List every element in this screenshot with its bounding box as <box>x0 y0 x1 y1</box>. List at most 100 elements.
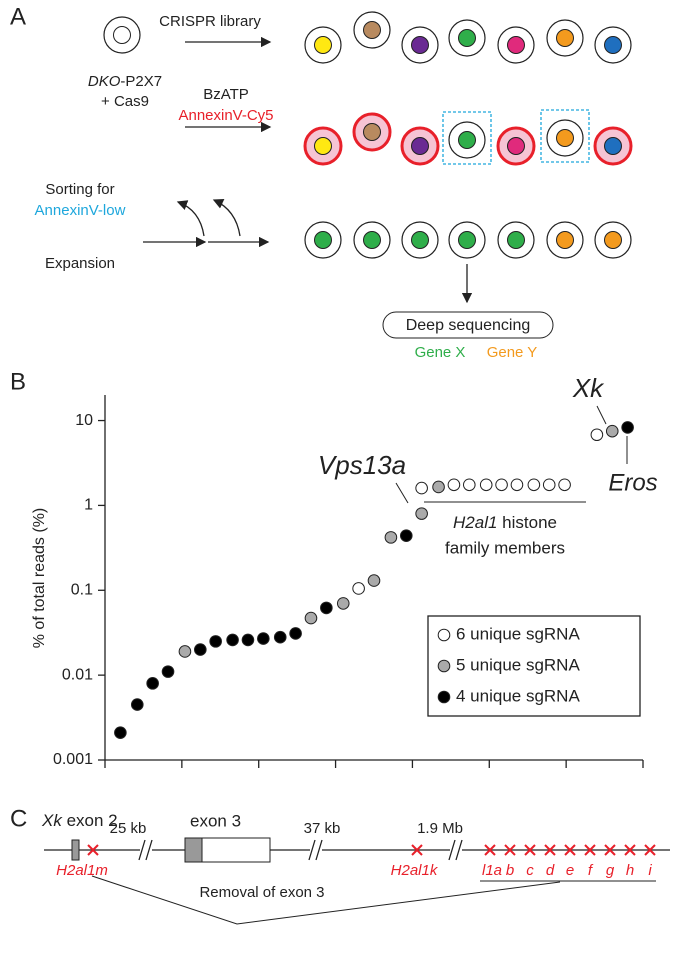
point <box>304 611 318 625</box>
cross <box>504 844 516 856</box>
point <box>495 478 508 492</box>
nucleus <box>113 26 131 44</box>
gene: Xk <box>41 811 63 830</box>
cross <box>564 844 576 856</box>
cross <box>524 844 536 856</box>
legend-label: 4 unique sgRNA <box>456 686 580 705</box>
nucleus <box>458 29 476 47</box>
y-tick-label: 0.001 <box>53 751 93 768</box>
exon2 <box>71 839 80 861</box>
nucleus <box>411 231 429 249</box>
panel-label: C <box>10 805 27 832</box>
group-rest: histone <box>497 513 557 532</box>
exon: exon 2 <box>62 811 118 830</box>
nucleus <box>314 36 332 54</box>
nucleus <box>363 231 381 249</box>
point <box>621 421 634 434</box>
locus-label: b <box>506 862 514 879</box>
cross <box>87 844 99 856</box>
point <box>209 635 222 648</box>
panel-label: A <box>10 3 26 30</box>
point <box>273 630 287 644</box>
exon3-label: exon 3 <box>190 811 241 830</box>
annotation: Eros <box>608 469 657 496</box>
cross <box>624 844 636 856</box>
point <box>289 627 302 640</box>
legend-label: 6 unique sgRNA <box>456 624 580 643</box>
y-axis-label: % of total reads (%) <box>31 508 48 649</box>
panel-label: B <box>10 368 26 395</box>
group-label: H2al1 histone <box>453 513 557 532</box>
stain-label: AnnexinV-Cy5 <box>178 107 273 124</box>
locus-label: l1a <box>482 862 502 879</box>
point <box>415 507 428 520</box>
nucleus <box>458 231 476 249</box>
annotation: Vps13a <box>318 450 406 480</box>
group-gene: H2al1 <box>453 513 497 532</box>
locus-label: e <box>566 862 574 879</box>
point <box>527 478 541 492</box>
point <box>399 529 413 542</box>
library-label: CRISPR library <box>159 13 261 30</box>
cluster: l1a b c d e f g h i <box>87 844 656 879</box>
legend-swatch <box>437 690 451 704</box>
annotation: Xk <box>572 373 605 403</box>
nucleus <box>556 29 574 47</box>
point <box>463 478 476 492</box>
legend-swatch <box>437 628 451 642</box>
nucleus <box>458 131 476 149</box>
curved-arrow <box>176 200 205 237</box>
gap-label: 25 kb <box>110 820 147 837</box>
nucleus <box>507 231 525 249</box>
cas9-label: + Cas9 <box>101 93 149 110</box>
sort-gate-label: AnnexinV-low <box>35 202 126 219</box>
point <box>352 582 365 595</box>
cell-line: DKO-P2X7 <box>88 73 162 90</box>
cross <box>644 844 656 856</box>
nucleus <box>411 36 429 54</box>
locus-label: H2al1k <box>391 862 439 879</box>
readout-label: Deep sequencing <box>406 317 531 334</box>
point <box>479 478 493 492</box>
leader-line <box>596 405 607 425</box>
cross <box>604 844 616 856</box>
readout-box <box>382 311 554 339</box>
nucleus <box>604 137 622 155</box>
nucleus <box>556 231 574 249</box>
curved-arrow <box>212 199 241 237</box>
cell-line-name: DKO <box>88 73 121 90</box>
point <box>178 645 192 658</box>
nucleus <box>411 137 429 155</box>
point <box>605 424 619 438</box>
gap-label: 1.9 Mb <box>417 820 463 837</box>
locus-label: d <box>546 862 555 879</box>
locus-label: h <box>626 862 634 879</box>
cross <box>544 844 556 856</box>
nucleus <box>604 36 622 54</box>
nucleus <box>507 137 525 155</box>
point <box>336 597 350 610</box>
y-tick-label: 0.01 <box>62 666 93 683</box>
point <box>447 478 461 492</box>
locus-label: i <box>648 862 652 879</box>
leader-line <box>395 482 409 504</box>
nucleus <box>604 231 622 249</box>
exon3-coding <box>184 837 203 863</box>
y-tick-label: 0.1 <box>71 581 93 598</box>
point <box>241 633 255 647</box>
cell-line-suffix: -P2X7 <box>120 73 162 90</box>
point <box>194 643 207 656</box>
cells <box>103 11 633 259</box>
point <box>146 677 159 690</box>
sorting-label: Sorting for <box>45 181 114 198</box>
point <box>226 633 239 647</box>
nucleus <box>314 137 332 155</box>
legend-label: 5 unique sgRNA <box>456 655 580 674</box>
cross <box>484 844 496 856</box>
legend-swatch <box>437 659 451 673</box>
point <box>320 601 333 615</box>
nucleus <box>507 36 525 54</box>
removal-lines <box>91 875 561 925</box>
cross <box>584 844 596 856</box>
gene-label: Gene X <box>415 344 466 361</box>
